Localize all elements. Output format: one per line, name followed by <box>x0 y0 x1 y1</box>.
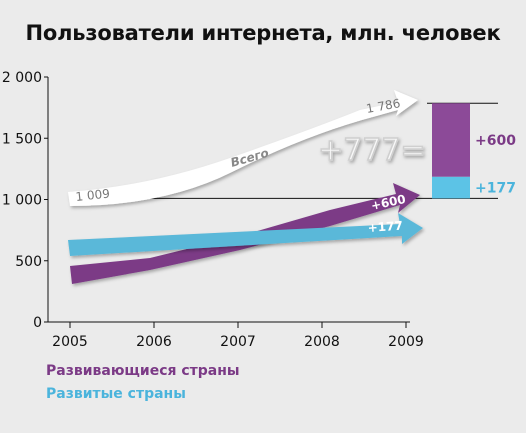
x-tick-label: 2009 <box>388 334 424 350</box>
stacked-bar-segment <box>432 176 470 199</box>
total-series-label: Всего <box>229 146 270 170</box>
x-tick-label: 2007 <box>220 334 256 350</box>
stacked-bar-label: +600 <box>475 133 516 149</box>
y-tick-label: 500 <box>15 254 42 270</box>
total-start-label: 1 009 <box>75 186 111 204</box>
chart-title: Пользователи интернета, млн. человек <box>25 21 501 45</box>
y-tick-label: 2 000 <box>2 70 42 86</box>
x-tick-label: 2005 <box>52 334 88 350</box>
developed-change-label: +177 <box>367 219 403 235</box>
developed-arrow <box>68 213 423 256</box>
y-tick-label: 1 500 <box>2 131 42 147</box>
y-tick-label: 0 <box>33 315 42 331</box>
total-end-label: 1 786 <box>365 96 401 116</box>
stacked-bar-segment <box>432 103 470 177</box>
legend-developing: Развивающиеся страны <box>46 363 240 379</box>
legend-developed: Развитые страны <box>46 386 186 402</box>
x-tick-label: 2006 <box>136 334 172 350</box>
y-tick-label: 1 000 <box>2 193 42 209</box>
x-tick-label: 2008 <box>304 334 340 350</box>
total-change-label: +777= <box>318 133 426 168</box>
total-arrow <box>68 90 418 206</box>
stacked-bar-label: +177 <box>475 181 516 197</box>
developing-arrow <box>70 183 420 284</box>
